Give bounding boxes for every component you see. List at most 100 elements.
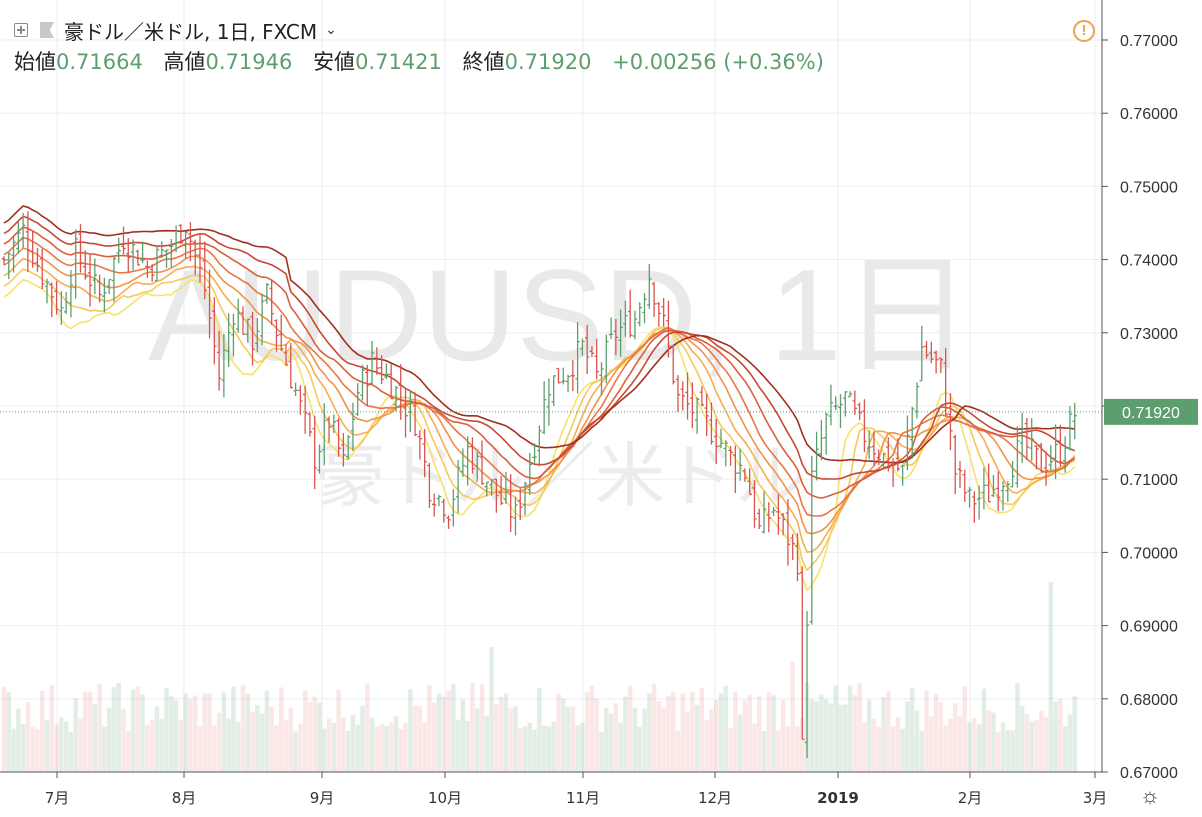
volume-bar [627,685,633,772]
volume-bar [207,693,212,772]
volume-bar [173,700,179,772]
volume-bar [556,693,561,772]
volume-bar [780,700,786,772]
moving-average-line [3,278,1076,592]
volume-bar [106,707,112,772]
volume-bar [422,721,427,772]
chevron-down-icon[interactable]: ⌄ [325,22,337,38]
x-tick-label: 2019 [817,789,859,807]
volume-bar [651,683,657,772]
volume-bar [757,696,762,772]
volume-bar [255,705,260,772]
volume-bar [871,719,877,772]
volume-bar [326,718,332,772]
volume-bar [1058,698,1063,772]
moving-average-line [3,236,1076,517]
volume-bar [723,686,728,772]
x-tick-label: 12月 [698,789,732,807]
volume-bar [847,685,853,772]
volume-bar [164,687,169,772]
volume-bar [193,695,198,772]
volume-bar [709,709,714,772]
alert-icon[interactable]: ! [1073,20,1095,42]
volume-bar [890,726,896,772]
high-label: 高値 [163,50,206,74]
volume-bar [714,700,719,772]
legend: 豪ドル／米ドル, 1日, FXCM ⌄ 始値0.71664 高値0.71946 … [14,14,824,76]
volume-bar [379,724,384,772]
volume-bar [202,693,207,772]
volume-bar [1000,722,1006,772]
volume-bar [604,708,609,772]
volume-bar [1062,726,1068,772]
volume-bar [742,700,748,772]
volume-bar [183,693,188,772]
volume-bar [699,687,705,772]
volume-bar [1034,719,1039,772]
volume-bar [943,725,948,772]
volume-bar [694,704,700,772]
volume-bar [336,689,341,772]
volume-bar [728,727,733,772]
volume-bar [102,726,107,772]
volume-bar [862,722,867,772]
volume-bar [20,724,26,772]
watermark-subtitle: 豪ドル／米ドル [315,435,805,517]
volume-bar [541,725,547,772]
symbol-name[interactable]: 豪ドル／米ドル, 1日, FXCM [64,19,318,44]
volume-bar [1,686,7,772]
volume-bar [618,722,623,772]
volume-bar [245,693,250,772]
volume-bar [886,691,891,772]
volume-bar [135,686,141,772]
moving-average-line [3,268,1075,572]
volume-bar [976,724,982,772]
volume-bar [584,692,590,772]
volume-bar [6,691,11,772]
volume-bar [1010,730,1015,772]
volume-bar [957,716,963,772]
volume-bar [522,726,528,772]
volume-bar [451,683,456,772]
volume-bar [785,726,791,772]
volume-bar [130,689,136,772]
volume-bar [771,695,776,772]
volume-bar [972,717,977,772]
volume-bar [1048,582,1054,772]
volume-bar [642,708,647,772]
volume-bar [900,728,905,772]
volume-bar [991,712,996,772]
volume-bar [465,720,470,772]
volume-bar [647,693,652,772]
volume-bar [288,707,293,772]
volume-bar [1015,682,1020,772]
change-value: +0.00256 (+0.36%) [612,50,824,74]
volume-bar [140,694,145,772]
volume-bar [895,716,901,772]
volume-bar [126,731,131,772]
volume-bar [121,708,126,772]
legend-title-row: 豪ドル／米ドル, 1日, FXCM ⌄ [14,14,824,46]
expand-icon[interactable] [14,23,28,37]
volume-bar [59,717,64,772]
volume-bar [938,702,944,772]
settings-gear-icon[interactable]: ☼ [1139,783,1161,808]
volume-bar [599,731,604,772]
volume-bar [685,711,690,772]
last-price-label-bg [1104,398,1198,425]
y-tick-label: 0.68000 [1120,692,1178,709]
volume-bar [455,719,461,772]
volume-bar [690,692,695,772]
flag-icon [40,22,54,38]
x-tick-label: 2月 [958,789,983,807]
volume-bar [427,685,432,772]
volume-bar [302,690,308,772]
volume-bar [948,719,953,772]
volume-bar [910,688,915,772]
x-tick-label: 9月 [310,789,335,807]
volume-bar [197,726,203,772]
volume-bar [116,682,121,772]
volume-bar [398,728,403,772]
volume-bar [331,722,337,772]
